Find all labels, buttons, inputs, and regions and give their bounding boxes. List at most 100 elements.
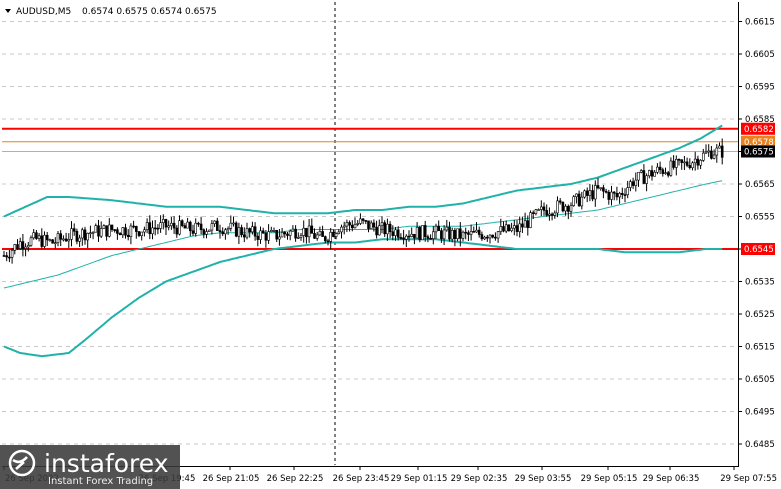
candle: [494, 232, 497, 241]
price-tag: 0.6578: [741, 135, 775, 148]
time-tick-label: 29 Sep 07:55: [720, 474, 777, 484]
candle: [645, 173, 648, 192]
candle: [148, 215, 152, 240]
candle: [94, 223, 98, 233]
candle: [507, 224, 511, 232]
candle: [102, 224, 106, 229]
candle: [718, 142, 721, 149]
candle: [286, 231, 289, 240]
candle: [448, 221, 451, 242]
candle: [367, 220, 370, 233]
candle: [510, 222, 513, 233]
candle: [407, 230, 411, 242]
candle: [669, 157, 673, 177]
candle: [677, 158, 681, 166]
candle: [394, 227, 397, 241]
candle: [99, 221, 103, 239]
candle: [496, 230, 500, 243]
watermark-background: [0, 445, 180, 489]
candle: [615, 186, 619, 201]
candle: [183, 223, 187, 229]
candle: [502, 221, 505, 233]
candle: [542, 202, 546, 216]
candle: [575, 193, 578, 204]
instaforex-watermark: instaforex Instant Forex Trading: [0, 445, 180, 489]
candle: [315, 231, 319, 241]
candle: [707, 144, 711, 157]
candle: [189, 220, 192, 237]
candle: [291, 225, 295, 232]
candle: [445, 219, 449, 232]
candle: [110, 224, 114, 232]
candle: [243, 227, 246, 243]
candle: [156, 224, 160, 235]
candle: [442, 225, 446, 246]
candle: [137, 231, 141, 238]
candle: [302, 220, 306, 243]
candle: [251, 221, 254, 235]
candle: [545, 204, 549, 217]
candle: [534, 208, 538, 216]
candle: [167, 220, 170, 231]
candle: [288, 229, 292, 241]
candle: [515, 220, 519, 237]
candle: [472, 226, 476, 233]
candle: [280, 227, 284, 238]
candle: [248, 227, 251, 238]
price-tick-label: 0.6565: [745, 180, 775, 190]
candle: [153, 220, 157, 236]
candle: [256, 232, 260, 247]
candle: [97, 219, 100, 242]
candle: [59, 230, 63, 247]
candle: [421, 225, 424, 241]
candle: [488, 234, 492, 244]
candle: [294, 225, 297, 242]
candle: [512, 219, 516, 236]
candle: [232, 216, 235, 227]
candle: [89, 225, 92, 239]
bollinger-bands: [3, 124, 723, 358]
candle: [715, 144, 719, 163]
candle: [548, 207, 551, 221]
candle: [712, 149, 716, 160]
candle: [91, 231, 95, 240]
time-tick-label: 29 Sep 05:15: [581, 474, 638, 484]
candle: [537, 208, 540, 211]
candle: [269, 226, 273, 233]
candle: [237, 222, 241, 245]
candle: [8, 249, 11, 263]
candle: [642, 164, 646, 184]
candle: [577, 190, 581, 207]
price-tags: 0.6582 0.6578 0.6545 0.6575: [741, 122, 775, 255]
candle: [483, 235, 486, 241]
candle: [529, 210, 532, 229]
candle: [245, 222, 249, 240]
symbol-dropdown-icon[interactable]: [5, 9, 11, 13]
candle: [116, 227, 119, 240]
candle: [213, 220, 216, 227]
candle: [458, 222, 462, 247]
candle: [296, 232, 300, 239]
price-tick-label: 0.6535: [745, 278, 775, 288]
candle: [585, 187, 589, 203]
candle: [656, 163, 659, 175]
candle: [572, 194, 576, 207]
candle: [569, 202, 573, 217]
candle: [526, 215, 530, 236]
candle: [591, 184, 594, 202]
candle: [610, 185, 613, 206]
candle: [340, 224, 343, 239]
candle: [674, 155, 678, 176]
candle: [186, 217, 189, 229]
candle: [180, 219, 184, 228]
candle: [345, 219, 349, 233]
candle: [121, 226, 125, 239]
watermark-brand: instaforex: [44, 449, 169, 478]
candle: [518, 216, 522, 238]
candle: [696, 155, 700, 170]
candle: [388, 221, 392, 239]
candle: [599, 187, 603, 191]
candle: [113, 229, 116, 233]
candle: [24, 243, 27, 257]
price-tag: 0.6545: [741, 243, 775, 255]
